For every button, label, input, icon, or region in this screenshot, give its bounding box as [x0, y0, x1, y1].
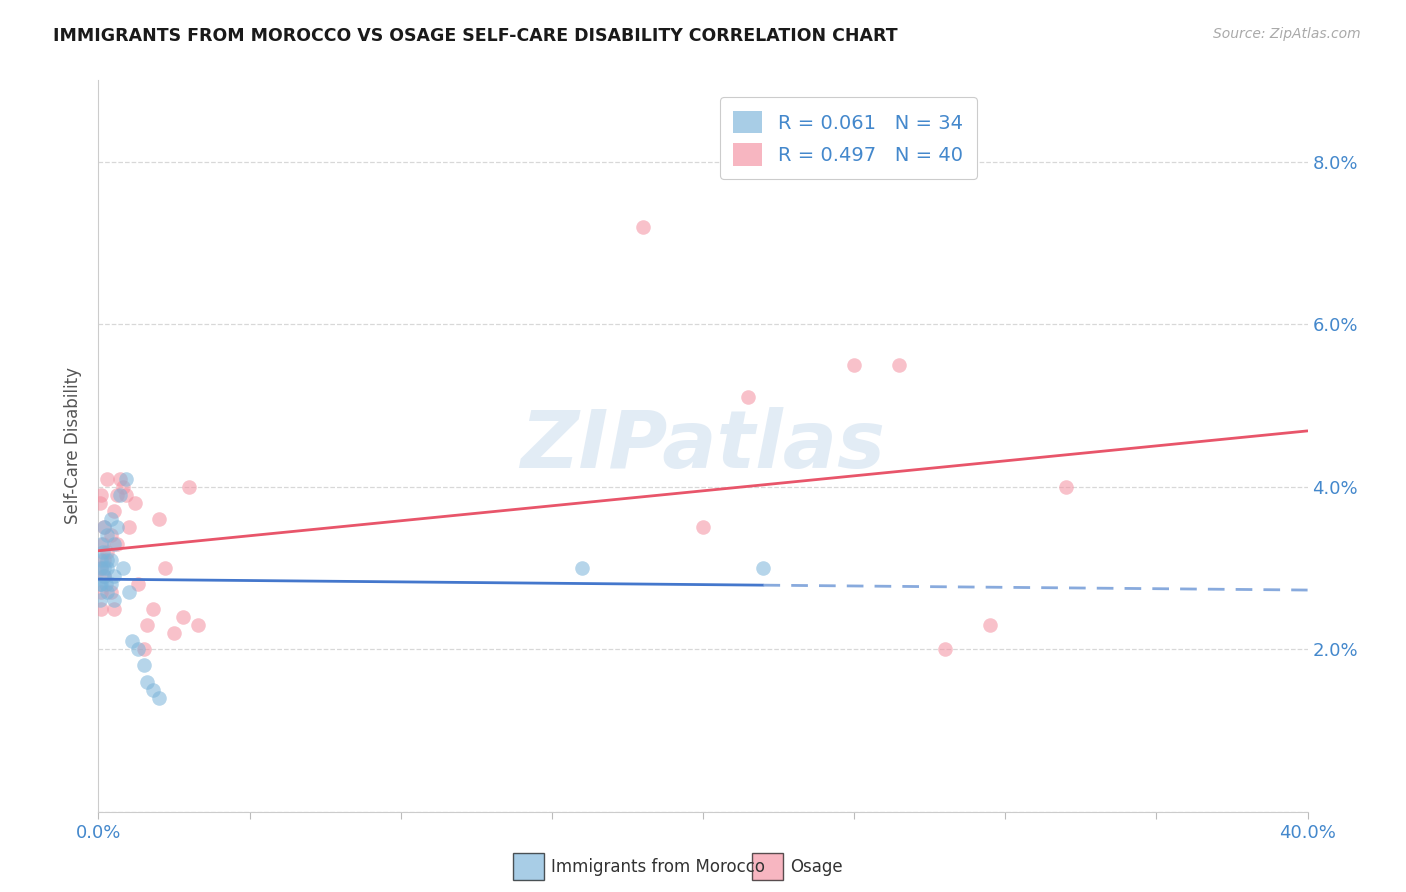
- Point: [105, 488, 128, 502]
- Point: [111, 561, 134, 575]
- Point: [118, 585, 141, 599]
- Point: [103, 504, 125, 518]
- Point: [179, 480, 201, 494]
- Text: ZIPatlas: ZIPatlas: [520, 407, 886, 485]
- Point: [153, 561, 176, 575]
- Point: [93, 520, 115, 534]
- Point: [103, 536, 125, 550]
- Point: [93, 561, 115, 575]
- Point: [142, 601, 165, 615]
- Point: [103, 593, 125, 607]
- Point: [692, 520, 714, 534]
- Point: [1054, 480, 1077, 494]
- Point: [737, 390, 759, 404]
- Point: [571, 561, 593, 575]
- Point: [100, 512, 122, 526]
- Point: [889, 358, 911, 372]
- Point: [90, 553, 112, 567]
- Point: [108, 488, 131, 502]
- Point: [124, 496, 146, 510]
- Point: [163, 626, 186, 640]
- Point: [91, 544, 114, 558]
- Point: [90, 536, 112, 550]
- Point: [90, 601, 112, 615]
- Point: [105, 536, 128, 550]
- Point: [114, 488, 136, 502]
- Point: [105, 520, 128, 534]
- Point: [90, 585, 112, 599]
- Point: [93, 569, 115, 583]
- Point: [96, 585, 118, 599]
- Point: [96, 471, 118, 485]
- Point: [135, 674, 157, 689]
- Point: [631, 219, 654, 234]
- Point: [114, 471, 136, 485]
- Y-axis label: Self-Care Disability: Self-Care Disability: [65, 368, 83, 524]
- Point: [93, 520, 115, 534]
- Point: [752, 561, 775, 575]
- Text: Osage: Osage: [790, 858, 842, 876]
- Point: [89, 496, 111, 510]
- Point: [96, 544, 118, 558]
- Point: [142, 682, 165, 697]
- Point: [148, 690, 170, 705]
- Point: [93, 569, 115, 583]
- Point: [108, 471, 131, 485]
- Point: [172, 609, 194, 624]
- Point: [103, 569, 125, 583]
- Point: [96, 561, 118, 575]
- Legend: R = 0.061   N = 34, R = 0.497   N = 40: R = 0.061 N = 34, R = 0.497 N = 40: [720, 97, 977, 179]
- Point: [135, 617, 157, 632]
- Point: [844, 358, 866, 372]
- Point: [979, 617, 1001, 632]
- Point: [90, 561, 112, 575]
- Point: [90, 488, 112, 502]
- Point: [93, 553, 115, 567]
- Point: [100, 577, 122, 591]
- Point: [132, 658, 155, 673]
- Point: [89, 593, 111, 607]
- Point: [111, 480, 134, 494]
- Point: [96, 528, 118, 542]
- Point: [94, 577, 117, 591]
- Point: [100, 585, 122, 599]
- Point: [96, 553, 118, 567]
- Text: Immigrants from Morocco: Immigrants from Morocco: [551, 858, 765, 876]
- Point: [127, 577, 149, 591]
- Point: [90, 561, 112, 575]
- Point: [934, 642, 956, 657]
- Point: [132, 642, 155, 657]
- Point: [90, 577, 112, 591]
- Point: [100, 528, 122, 542]
- Point: [127, 642, 149, 657]
- Point: [148, 512, 170, 526]
- Point: [91, 536, 114, 550]
- Text: Source: ZipAtlas.com: Source: ZipAtlas.com: [1213, 27, 1361, 41]
- Text: IMMIGRANTS FROM MOROCCO VS OSAGE SELF-CARE DISABILITY CORRELATION CHART: IMMIGRANTS FROM MOROCCO VS OSAGE SELF-CA…: [53, 27, 898, 45]
- Point: [100, 553, 122, 567]
- Point: [89, 577, 111, 591]
- Point: [187, 617, 209, 632]
- Point: [118, 520, 141, 534]
- Point: [103, 601, 125, 615]
- Point: [121, 634, 143, 648]
